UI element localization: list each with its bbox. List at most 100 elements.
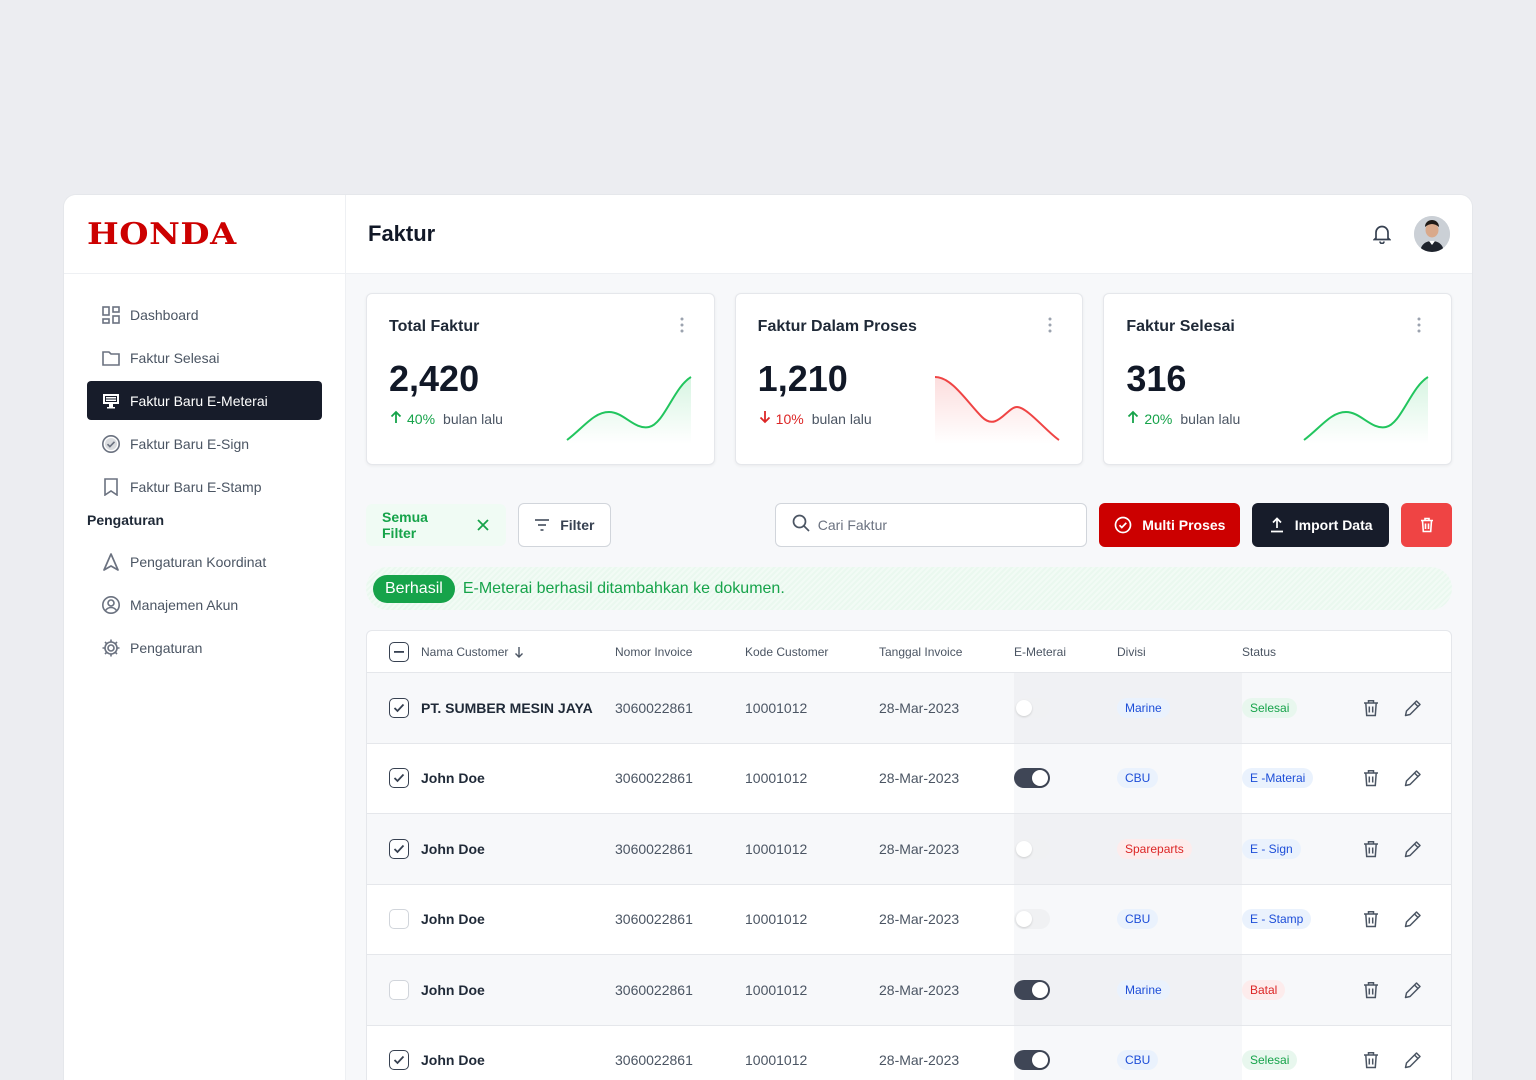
filter-icon: [535, 519, 550, 531]
sidebar-item-label: Faktur Baru E-Sign: [130, 435, 250, 452]
card-title: Total Faktur: [389, 318, 480, 335]
sidebar-item-dashboard[interactable]: Dashboard: [87, 295, 322, 334]
column-header[interactable]: Nama Customer: [421, 645, 615, 659]
edit-pencil-icon[interactable]: [1403, 839, 1423, 859]
bookmark-icon: [101, 477, 121, 497]
sidebar-item-label: Faktur Selesai: [130, 349, 220, 366]
cell-nama-customer: John Doe: [421, 840, 485, 857]
sidebar-item-faktur-baru-e-meterai[interactable]: Faktur Baru E-Meterai: [87, 381, 322, 420]
status-badge: E -Materai: [1242, 768, 1314, 789]
folder-icon: [101, 348, 121, 368]
card-value: 316: [1126, 358, 1187, 399]
sidebar-nav: Dashboard Faktur Selesai Faktur Baru E-M…: [64, 274, 345, 667]
edit-pencil-icon[interactable]: [1403, 980, 1423, 1000]
table-row[interactable]: John Doe 3060022861 10001012 28-Mar-2023…: [367, 1025, 1451, 1080]
sidebar-item-pengaturan[interactable]: Pengaturan: [87, 628, 322, 667]
sidebar-item-manajemen-akun[interactable]: Manajemen Akun: [87, 585, 322, 624]
cell-kode-customer: 10001012: [745, 1052, 808, 1069]
edit-pencil-icon[interactable]: [1403, 1050, 1423, 1070]
trash-icon[interactable]: [1361, 909, 1381, 929]
e-meterai-toggle[interactable]: [1014, 697, 1050, 718]
table-row[interactable]: PT. SUMBER MESIN JAYA 3060022861 1000101…: [367, 673, 1451, 744]
cell-nama-customer: John Doe: [421, 911, 485, 928]
close-icon[interactable]: [476, 518, 490, 532]
import-data-button[interactable]: Import Data: [1252, 503, 1390, 547]
table-row[interactable]: John Doe 3060022861 10001012 28-Mar-2023…: [367, 955, 1451, 1026]
e-meterai-toggle[interactable]: [1014, 838, 1050, 859]
filter-button[interactable]: Filter: [517, 503, 611, 547]
divisi-badge: CBU: [1117, 1050, 1159, 1071]
avatar[interactable]: [1414, 216, 1450, 252]
cell-nama-customer: John Doe: [421, 1052, 485, 1069]
trash-icon[interactable]: [1361, 698, 1381, 718]
card-trend: 20% bulan lalu: [1126, 410, 1429, 427]
cell-tanggal-invoice: 28-Mar-2023: [879, 840, 960, 857]
row-checkbox[interactable]: [389, 1050, 409, 1071]
cell-tanggal-invoice: 28-Mar-2023: [879, 699, 960, 716]
sidebar-item-faktur-baru-e-stamp[interactable]: Faktur Baru E-Stamp: [87, 467, 322, 506]
more-vertical-icon[interactable]: [678, 316, 686, 334]
e-meterai-toggle[interactable]: [1014, 979, 1050, 1000]
filter-chip-label: Semua Filter: [382, 509, 428, 541]
sidebar-item-faktur-baru-e-sign[interactable]: Faktur Baru E-Sign: [87, 424, 322, 463]
monitor-icon: [101, 391, 121, 411]
card-faktur-dalam-proses: Faktur Dalam Proses 1,210 10% bulan lalu: [734, 293, 1084, 465]
divisi-badge: CBU: [1117, 768, 1159, 789]
sparkline-up: [566, 376, 692, 444]
row-checkbox[interactable]: [389, 979, 409, 1000]
sidebar-item-label: Dashboard: [130, 306, 199, 323]
bell-icon[interactable]: [1370, 222, 1394, 246]
edit-pencil-icon[interactable]: [1403, 768, 1423, 788]
select-all-checkbox[interactable]: [389, 641, 409, 662]
more-vertical-icon[interactable]: [1415, 316, 1423, 334]
trend-percent: 20%: [1144, 410, 1173, 427]
e-meterai-toggle[interactable]: [1014, 909, 1050, 930]
trash-icon[interactable]: [1361, 839, 1381, 859]
sidebar-item-faktur-selesai[interactable]: Faktur Selesai: [87, 338, 322, 377]
delete-button[interactable]: [1401, 503, 1452, 547]
status-badge: E - Stamp: [1242, 909, 1312, 930]
cell-nomor-invoice: 3060022861: [615, 911, 693, 928]
sidebar-item-label: Faktur Baru E-Meterai: [130, 392, 268, 409]
table-row[interactable]: John Doe 3060022861 10001012 28-Mar-2023…: [367, 743, 1451, 814]
divisi-badge: CBU: [1117, 909, 1159, 930]
column-header: Tanggal Invoice: [879, 644, 963, 659]
trash-icon[interactable]: [1361, 980, 1381, 1000]
e-meterai-toggle[interactable]: [1014, 768, 1050, 789]
honda-logo[interactable]: HONDA: [87, 216, 237, 252]
table-body: PT. SUMBER MESIN JAYA 3060022861 1000101…: [367, 673, 1451, 1080]
card-title: Faktur Selesai: [1126, 318, 1235, 335]
column-header: Status: [1242, 644, 1277, 659]
divisi-badge: Spareparts: [1117, 838, 1192, 859]
sidebar-item-label: Pengaturan Koordinat: [130, 553, 267, 570]
cell-tanggal-invoice: 28-Mar-2023: [879, 1052, 960, 1069]
cell-kode-customer: 10001012: [745, 981, 808, 998]
table-header: Nama Customer Nomor Invoice Kode Custome…: [367, 631, 1451, 673]
trash-icon[interactable]: [1361, 1050, 1381, 1070]
trash-icon[interactable]: [1361, 768, 1381, 788]
cell-nama-customer: PT. SUMBER MESIN JAYA: [421, 699, 593, 716]
card-value: 1,210: [757, 358, 848, 399]
status-badge: E - Sign: [1242, 838, 1301, 859]
edit-pencil-icon[interactable]: [1403, 909, 1423, 929]
filter-chip-semua[interactable]: Semua Filter: [366, 504, 506, 546]
alert-message: E-Meterai berhasil ditambahkan ke dokume…: [462, 579, 785, 597]
card-value: 2,420: [389, 358, 480, 399]
filter-button-label: Filter: [560, 517, 595, 533]
sidebar-item-pengaturan-koordinat[interactable]: Pengaturan Koordinat: [87, 542, 322, 581]
table-row[interactable]: John Doe 3060022861 10001012 28-Mar-2023…: [367, 884, 1451, 955]
status-badge: Selesai: [1242, 697, 1298, 718]
multi-proses-button[interactable]: Multi Proses: [1099, 503, 1241, 547]
more-vertical-icon[interactable]: [1046, 316, 1054, 334]
e-meterai-toggle[interactable]: [1014, 1050, 1050, 1071]
search-input[interactable]: [817, 517, 1058, 533]
row-checkbox[interactable]: [389, 838, 409, 859]
table-row[interactable]: John Doe 3060022861 10001012 28-Mar-2023…: [367, 814, 1451, 885]
row-checkbox[interactable]: [389, 768, 409, 789]
card-total-faktur: Total Faktur 2,420 40% bulan lalu: [366, 293, 715, 465]
row-checkbox[interactable]: [389, 697, 409, 718]
row-checkbox[interactable]: [389, 909, 409, 930]
search-icon: [792, 514, 810, 537]
edit-pencil-icon[interactable]: [1403, 698, 1423, 718]
arrow-down-icon: [758, 410, 772, 427]
